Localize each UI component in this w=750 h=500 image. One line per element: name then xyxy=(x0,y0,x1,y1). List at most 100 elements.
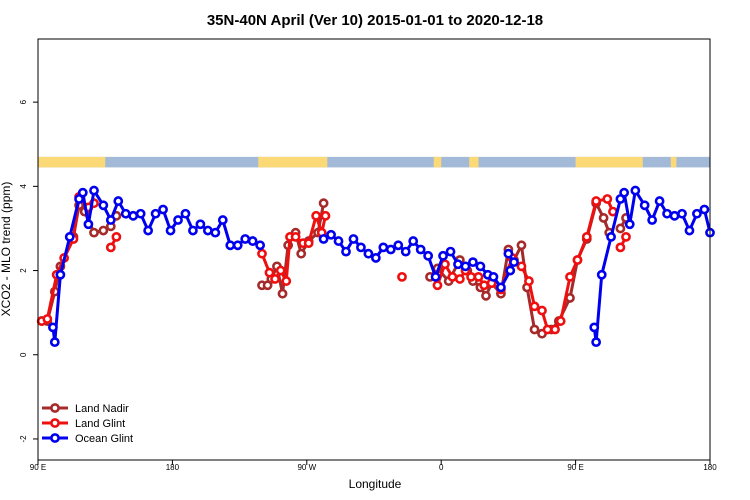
data-point xyxy=(542,324,553,335)
data-point xyxy=(400,246,411,257)
data-point xyxy=(473,271,484,282)
series-layer xyxy=(36,185,715,348)
data-point xyxy=(639,200,650,211)
data-point xyxy=(624,219,635,230)
data-point xyxy=(445,246,456,257)
data-point xyxy=(468,257,478,268)
data-point xyxy=(296,248,307,259)
legend-label: Ocean Glint xyxy=(75,433,133,445)
land-ocean-band xyxy=(38,156,710,168)
data-point xyxy=(128,210,139,221)
data-point xyxy=(516,240,527,251)
data-point xyxy=(615,223,626,234)
data-point xyxy=(111,231,122,242)
land-segment xyxy=(433,156,442,168)
data-point xyxy=(466,271,476,282)
data-point xyxy=(210,227,221,238)
data-point xyxy=(311,210,322,221)
data-point xyxy=(619,187,630,198)
legend-swatch-point xyxy=(50,403,60,413)
data-point xyxy=(48,322,58,333)
data-point xyxy=(232,240,243,251)
land-segment xyxy=(670,156,677,168)
x-axis: 90 E 180 90 W 0 90 E 180 xyxy=(30,460,717,472)
data-point xyxy=(180,208,191,219)
data-point xyxy=(447,271,458,282)
data-point xyxy=(475,261,486,272)
data-point xyxy=(602,194,613,204)
land-segment xyxy=(575,156,643,168)
data-point xyxy=(98,225,109,236)
series-land-nadir xyxy=(36,198,631,339)
land-segment xyxy=(38,156,106,168)
data-point xyxy=(326,229,336,240)
data-point xyxy=(615,242,626,253)
data-point xyxy=(408,236,419,246)
legend-label: Land Glint xyxy=(75,418,125,430)
data-point xyxy=(225,240,236,251)
data-point xyxy=(247,236,258,246)
data-point xyxy=(378,242,389,253)
data-point xyxy=(630,185,641,196)
x-tick-label: 90 E xyxy=(567,463,583,472)
legend-label: Land Nadir xyxy=(75,403,129,415)
data-point xyxy=(669,210,680,221)
data-point xyxy=(158,204,168,215)
data-point xyxy=(264,267,275,278)
y-tick-label: -2 xyxy=(19,435,28,443)
legend: Land Nadir Land Glint Ocean Glint xyxy=(42,403,133,445)
data-point xyxy=(430,271,441,282)
y-tick-label: 4 xyxy=(19,184,28,189)
data-point xyxy=(505,265,516,276)
data-point xyxy=(348,234,359,244)
data-point xyxy=(89,185,99,196)
data-point xyxy=(415,244,426,255)
data-point xyxy=(438,250,448,261)
series-ocean-glint xyxy=(48,185,715,348)
data-point xyxy=(217,215,228,225)
data-point xyxy=(270,274,280,284)
data-point xyxy=(565,271,575,282)
x-tick-label: 90 W xyxy=(297,463,316,472)
data-point xyxy=(173,215,183,225)
data-point xyxy=(488,271,499,282)
data-point xyxy=(454,274,465,284)
data-point xyxy=(77,187,88,198)
data-point xyxy=(432,280,443,291)
data-point xyxy=(370,253,381,263)
data-point xyxy=(105,215,116,225)
data-point xyxy=(460,261,471,272)
y-tick-label: 0 xyxy=(19,352,28,357)
legend-swatch-point xyxy=(50,418,60,428)
x-axis-label: Longitude xyxy=(349,477,402,491)
y-tick-label: 6 xyxy=(19,99,28,104)
data-point xyxy=(596,269,607,280)
data-point xyxy=(509,257,519,268)
data-point xyxy=(255,240,266,251)
data-point xyxy=(550,324,560,335)
data-point xyxy=(654,196,665,206)
data-point xyxy=(89,227,99,238)
legend-item-ocean-glint: Ocean Glint xyxy=(42,433,133,445)
plot-frame xyxy=(37,38,711,461)
data-point xyxy=(537,305,547,316)
data-point xyxy=(318,198,329,209)
data-point xyxy=(555,316,566,326)
data-point xyxy=(105,242,116,253)
data-point xyxy=(275,265,286,276)
data-point xyxy=(320,210,331,221)
series-line xyxy=(41,203,118,323)
y-tick-label: 2 xyxy=(19,268,28,273)
data-point xyxy=(188,225,198,236)
data-point xyxy=(277,288,288,299)
data-point xyxy=(662,208,672,219)
data-point xyxy=(397,271,407,282)
data-point xyxy=(143,225,154,236)
data-point xyxy=(684,225,695,236)
data-point xyxy=(453,259,463,270)
data-point xyxy=(150,208,161,219)
data-point xyxy=(692,208,702,219)
y-axis-label: XCO2 - MLO trend (ppm) xyxy=(0,182,13,317)
data-point xyxy=(341,246,351,257)
